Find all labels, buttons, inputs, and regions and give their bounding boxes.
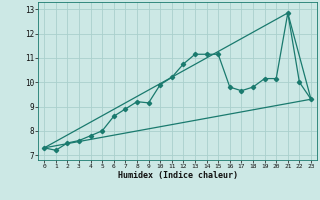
X-axis label: Humidex (Indice chaleur): Humidex (Indice chaleur) [118,171,238,180]
